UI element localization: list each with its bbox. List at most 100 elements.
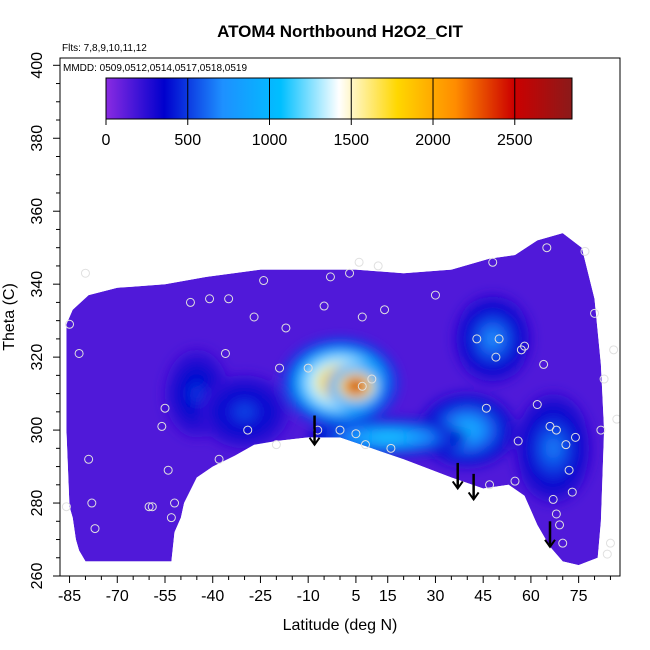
sample-point	[224, 294, 234, 304]
sample-point	[532, 400, 542, 410]
x-tick-label: -85	[58, 588, 81, 605]
colorbar-ticks: 0 500 1000 1500 2000 2500	[102, 78, 533, 149]
y-tick-label: 360	[29, 198, 46, 225]
field-contour	[371, 433, 404, 442]
sample-point	[373, 261, 383, 271]
sample-point	[65, 319, 75, 329]
sample-point	[325, 272, 335, 282]
sample-point	[335, 425, 345, 435]
sample-points	[61, 243, 620, 559]
sample-point	[548, 494, 558, 504]
heatmap-field	[66, 233, 605, 566]
sample-point	[80, 268, 90, 278]
sample-point	[220, 348, 230, 358]
sample-point	[430, 290, 440, 300]
colorbar-tick-label: 2000	[415, 132, 451, 149]
sample-point	[354, 257, 364, 267]
sample-point	[185, 297, 195, 307]
sample-point	[281, 323, 291, 333]
x-tick-label: -25	[249, 588, 272, 605]
sample-point	[380, 305, 390, 315]
x-tick-label: 30	[427, 588, 445, 605]
sample-point	[555, 520, 565, 530]
sample-point	[360, 440, 370, 450]
chart-title: ATOM4 Northbound H2O2_CIT	[217, 22, 463, 41]
sample-point	[147, 502, 157, 512]
colorbar-tick-label: 2500	[497, 132, 533, 149]
plot-area: -85 -70 -55 -40 -25 -10 5 15 30 45 60 75 260 280 300 3…	[29, 52, 621, 605]
arrow-head	[308, 437, 321, 447]
sample-point	[275, 363, 285, 373]
y-axis-label: Theta (C)	[1, 283, 18, 351]
sample-point	[84, 454, 94, 464]
sample-point	[357, 312, 367, 322]
sample-point	[87, 498, 97, 508]
sample-point	[596, 425, 606, 435]
y-tick-label: 340	[29, 271, 46, 298]
sample-point	[74, 348, 84, 358]
colorbar-bar	[105, 77, 573, 120]
y-tick-label: 320	[29, 344, 46, 371]
y-tick-label: 260	[29, 563, 46, 590]
sample-point	[494, 334, 504, 344]
sample-point	[157, 421, 167, 431]
arrow-head	[544, 539, 556, 549]
sample-point	[564, 465, 574, 475]
sample-point	[163, 465, 173, 475]
y-tick-label: 300	[29, 417, 46, 444]
flights-label: Flts: 7,8,9,10,11,12	[62, 43, 147, 54]
x-tick-label: 45	[474, 588, 492, 605]
sample-point	[520, 341, 530, 351]
sample-point	[599, 374, 609, 384]
sample-point	[481, 403, 491, 413]
sample-point	[170, 498, 180, 508]
x-axis-label: Latitude (deg N)	[283, 617, 398, 634]
sample-point	[345, 268, 355, 278]
sample-point	[570, 432, 580, 442]
dates-label: MMDD: 0509,0512,0514,0517,0518,0519	[63, 63, 247, 74]
sample-point	[605, 538, 615, 548]
field-contour	[190, 384, 204, 403]
colorbar-tick-label: 1000	[252, 132, 288, 149]
sample-point	[612, 414, 620, 424]
sample-point	[485, 480, 495, 490]
sample-point	[491, 352, 501, 362]
arrows	[308, 415, 556, 549]
sample-point	[488, 257, 498, 267]
arrow-head	[467, 491, 480, 502]
sample-point	[271, 440, 281, 450]
x-tick-label: 15	[379, 588, 397, 605]
field-contour	[235, 404, 254, 420]
arrow-head	[451, 480, 464, 491]
sample-point	[351, 429, 361, 439]
x-tick-label: -70	[106, 588, 129, 605]
sample-point	[472, 334, 482, 344]
x-tick-label: 5	[351, 588, 360, 605]
colorbar: 0 500 1000 1500 2000 2500	[102, 77, 573, 149]
sample-point	[144, 502, 154, 512]
sample-point	[214, 454, 224, 464]
field-contour	[485, 330, 501, 348]
sample-point	[166, 513, 176, 523]
sample-point	[590, 308, 600, 318]
sample-point	[539, 359, 549, 369]
sample-point	[551, 509, 561, 519]
sample-point	[243, 425, 253, 435]
sample-point	[61, 502, 71, 512]
y-tick-label: 280	[29, 490, 46, 517]
x-tick-label: -40	[201, 588, 224, 605]
sample-point	[160, 403, 170, 413]
x-tick-label: -10	[297, 588, 320, 605]
sample-point	[259, 276, 269, 286]
y-tick-label: 400	[29, 52, 46, 79]
sample-point	[386, 443, 396, 453]
sample-point	[249, 312, 259, 322]
sample-point	[609, 345, 619, 355]
sample-point	[367, 374, 377, 384]
sample-point	[90, 524, 100, 534]
sample-point	[602, 549, 612, 559]
y-tick-label: 380	[29, 125, 46, 152]
sample-point	[558, 538, 568, 548]
sample-point	[357, 381, 367, 391]
sample-point	[542, 243, 552, 253]
